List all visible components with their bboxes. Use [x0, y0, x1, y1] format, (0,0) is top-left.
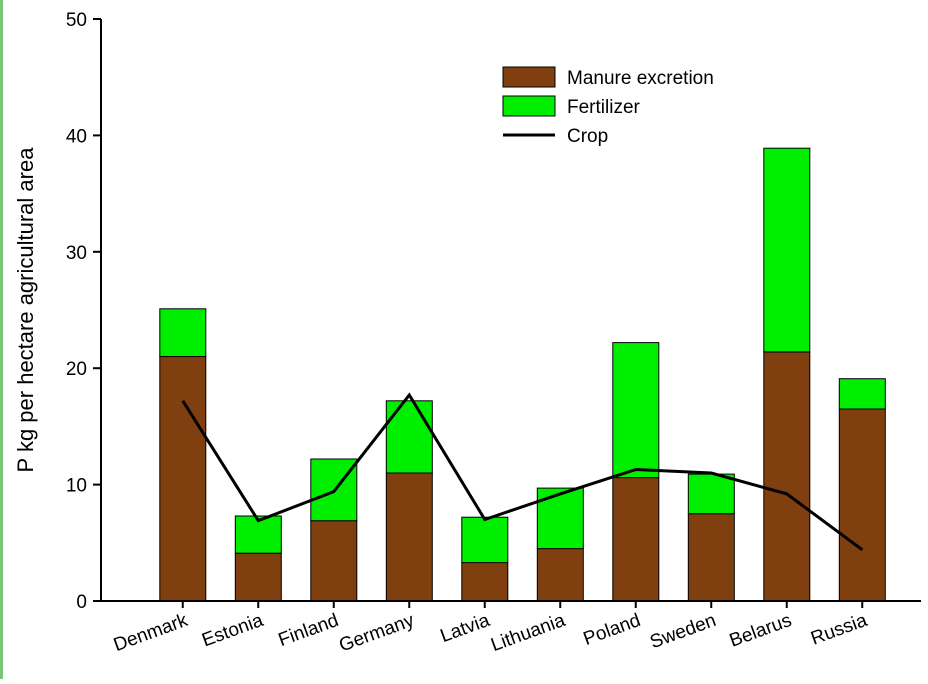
x-tick-label-denmark: Denmark — [111, 610, 191, 656]
legend-swatch-manure-excretion — [502, 66, 556, 88]
bar-poland-fertilizer — [612, 342, 660, 479]
y-tick-label-10: 10 — [66, 476, 87, 497]
x-tick-label-germany: Germany — [336, 610, 417, 657]
bar-latvia-manure — [461, 562, 509, 602]
bar-poland-manure — [612, 477, 660, 602]
y-tick-label-50: 50 — [66, 10, 87, 31]
bar-sweden-manure — [687, 513, 735, 602]
y-tick-label-0: 0 — [76, 592, 87, 613]
legend: Manure excretion Fertilizer Crop — [502, 66, 714, 147]
x-tick-label-sweden: Sweden — [647, 610, 719, 653]
y-tick-label-30: 30 — [66, 243, 87, 264]
bar-latvia-fertilizer — [461, 516, 509, 564]
y-axis-title: P kg per hectare agricultural area — [13, 147, 38, 473]
bar-estonia-manure — [234, 552, 282, 602]
bar-russia-manure — [838, 408, 886, 602]
legend-label-manure-excretion: Manure excretion — [567, 68, 714, 89]
crop-line-layer — [181, 392, 864, 552]
bar-belarus-manure — [763, 351, 811, 602]
bar-lithuania-manure — [536, 548, 584, 602]
bar-finland-manure — [310, 520, 358, 602]
x-tick-label-poland: Poland — [581, 610, 644, 650]
bar-germany-fertilizer — [385, 400, 433, 474]
x-tick-label-belarus: Belarus — [727, 610, 795, 652]
y-axis-title-group: P kg per hectare agricultural area — [13, 147, 38, 473]
y-ticks-layer: 0 10 20 30 40 50 — [66, 10, 101, 613]
bar-russia-fertilizer — [838, 378, 886, 410]
x-tick-label-lithuania: Lithuania — [488, 610, 568, 656]
x-tick-label-latvia: Latvia — [438, 610, 493, 647]
bar-sweden-fertilizer — [687, 473, 735, 515]
bar-denmark-manure — [159, 356, 207, 602]
bar-germany-manure — [385, 472, 433, 602]
x-tick-label-russia: Russia — [808, 610, 870, 650]
x-tick-label-estonia: Estonia — [199, 610, 266, 652]
y-tick-label-20: 20 — [66, 359, 87, 380]
bar-lithuania-fertilizer — [536, 487, 584, 550]
bar-belarus-fertilizer — [763, 147, 811, 353]
axes-layer — [100, 19, 921, 602]
y-tick-label-40: 40 — [66, 126, 87, 147]
x-tick-label-finland: Finland — [276, 610, 342, 651]
bar-denmark-fertilizer — [159, 308, 207, 357]
legend-label-fertilizer: Fertilizer — [567, 97, 641, 118]
bars-layer — [159, 147, 886, 602]
crop-line — [181, 392, 864, 552]
stacked-bar-chart: P kg per hectare agricultural area 0 10 20… — [13, 10, 921, 657]
legend-label-crop: Crop — [567, 126, 608, 147]
legend-swatch-fertilizer — [502, 95, 556, 117]
